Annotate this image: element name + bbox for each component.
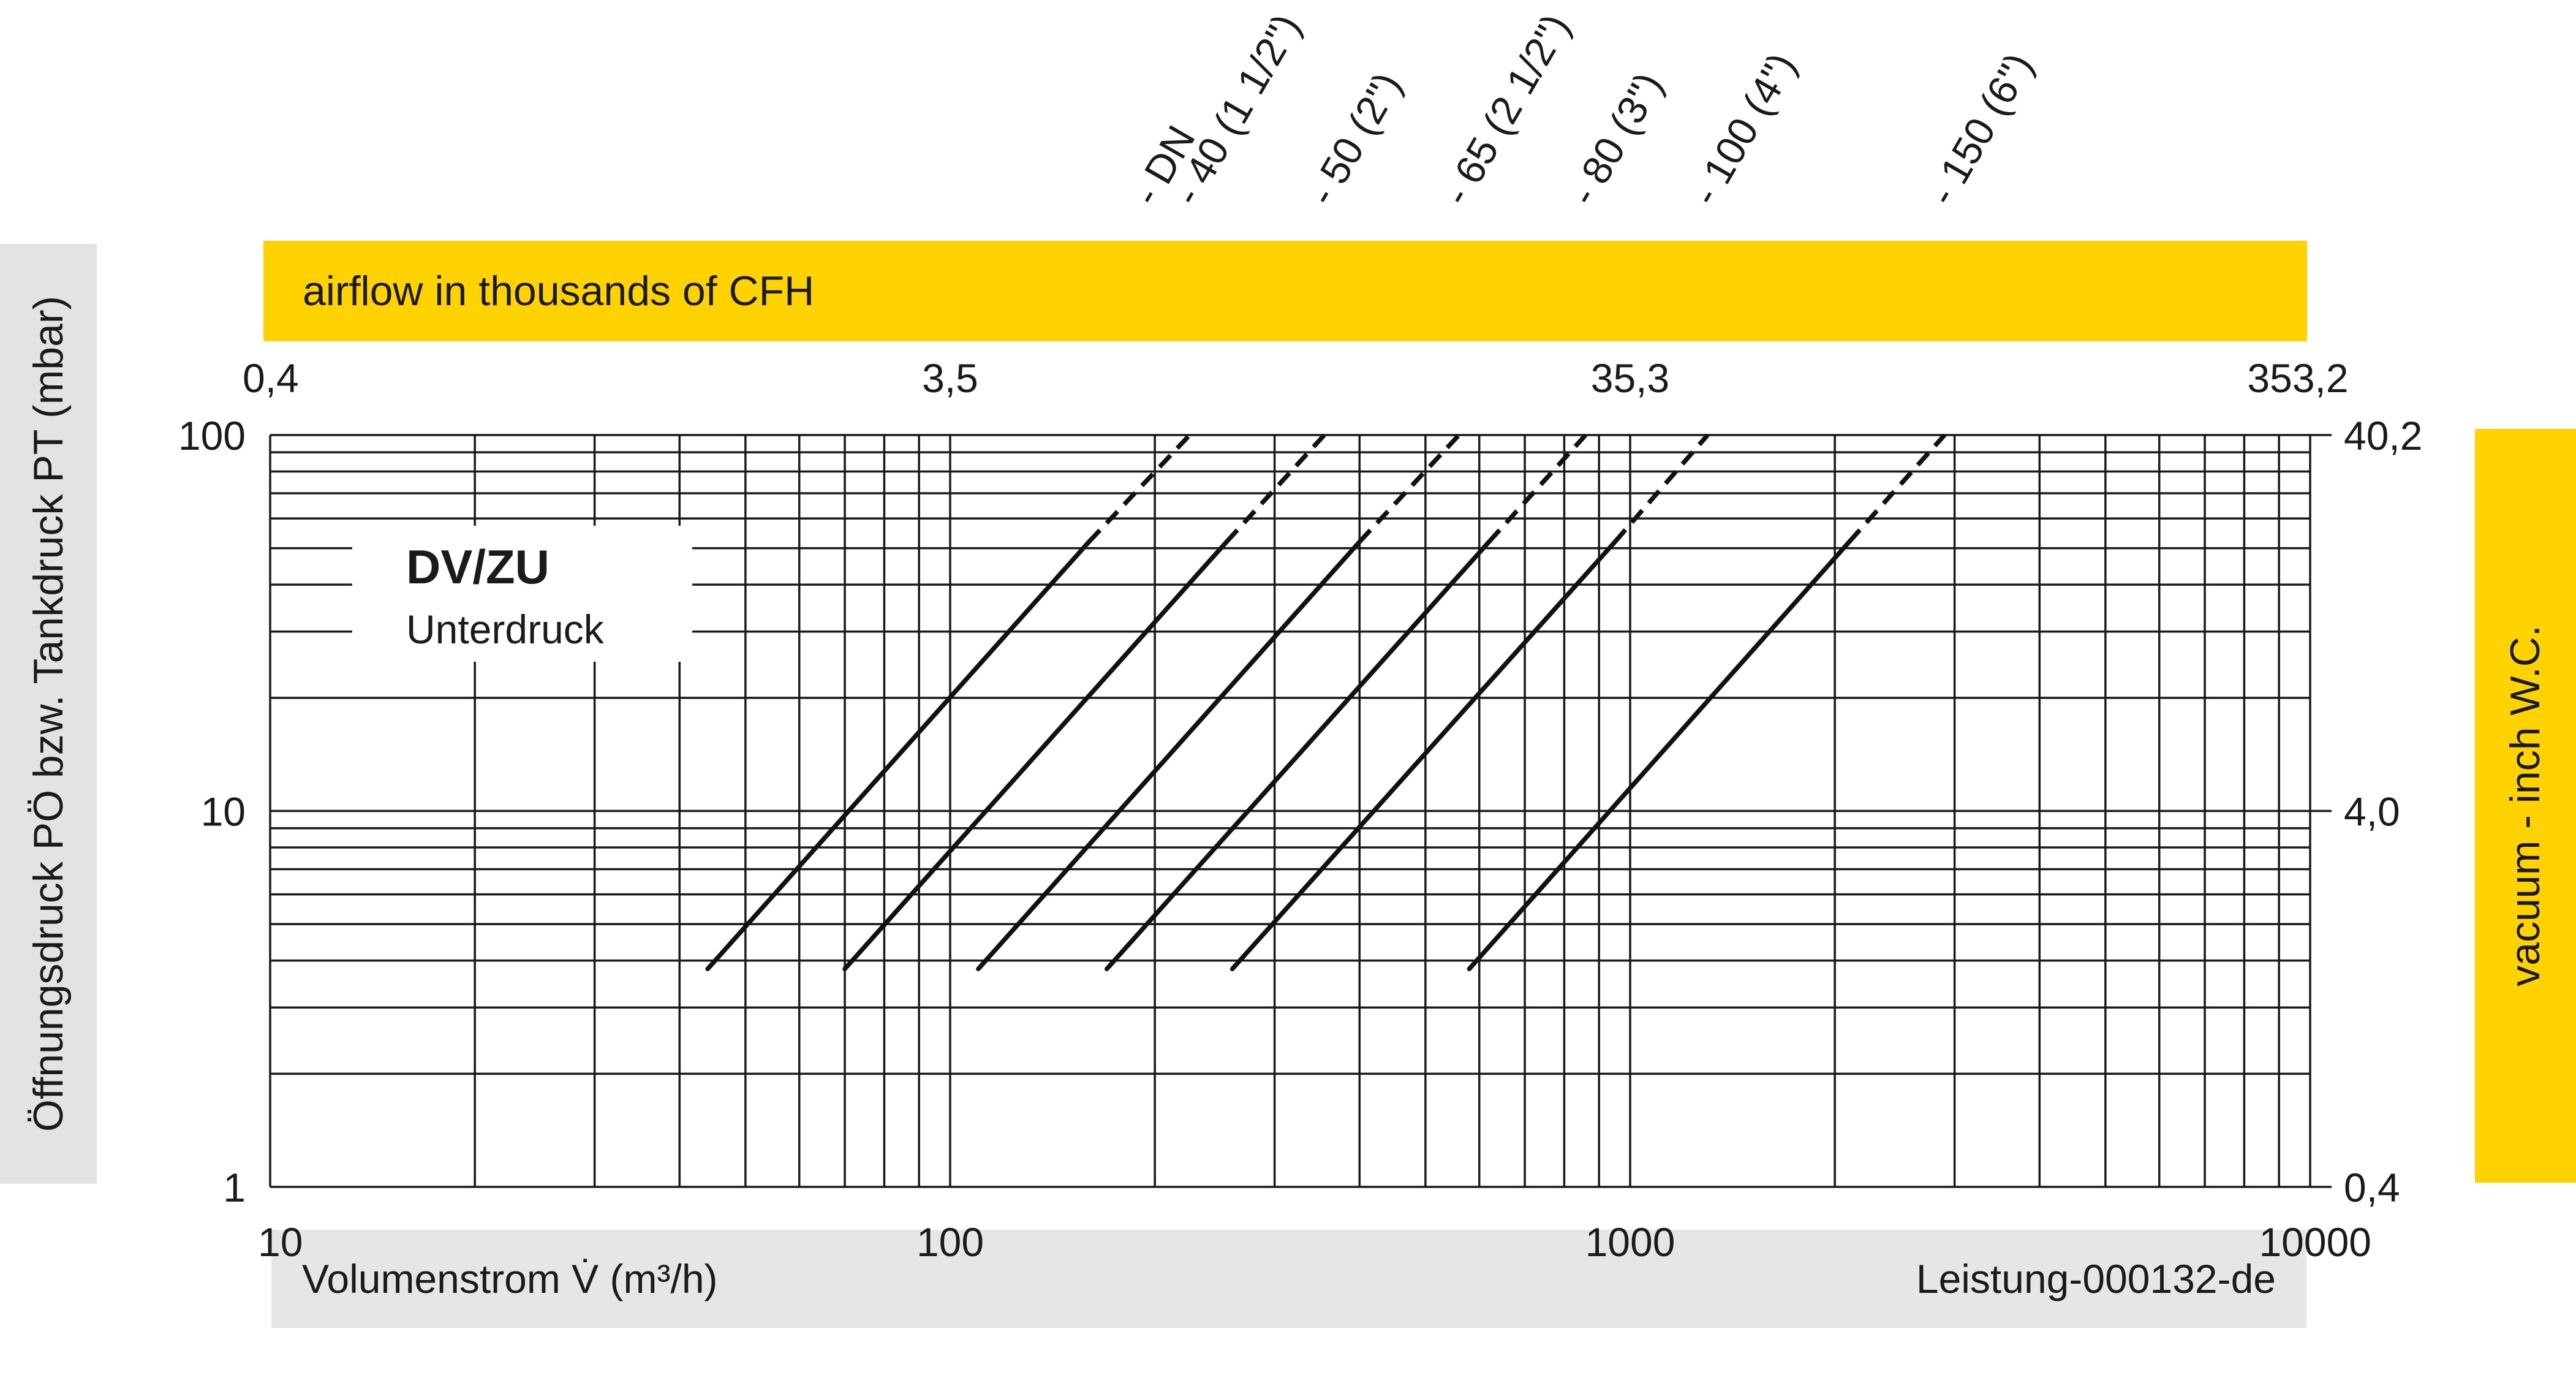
legend-box <box>352 526 692 662</box>
y-tick-label: 10 <box>201 789 246 835</box>
right-axis-band <box>2475 429 2576 1183</box>
top-axis-title: airflow in thousands of CFH <box>303 268 815 314</box>
series-dn-5 <box>1467 433 1947 972</box>
series-line-solid <box>705 539 1092 972</box>
series-line-dashed <box>1847 433 1947 544</box>
series-line-solid <box>1467 539 1852 972</box>
x-axis-title: Volumenstrom V̇ (m³/h) <box>302 1256 718 1301</box>
top-axis-tick-label: 353,2 <box>2247 355 2348 401</box>
series-line-dashed <box>1087 433 1192 544</box>
top-axis-tick-label: 0,4 <box>243 355 299 401</box>
y-tick-label: 100 <box>178 413 246 458</box>
series-label: - 150 (6") <box>1919 45 2042 213</box>
figure-id: Leistung-000132-de <box>1916 1256 2276 1301</box>
top-axis-tick-label: 3,5 <box>922 355 978 401</box>
series-line-dashed <box>1487 433 1588 544</box>
series-line-dashed <box>1358 433 1461 544</box>
series-line-dashed <box>1613 433 1710 544</box>
series-line-solid <box>1229 539 1618 972</box>
series-label: - 40 (1 1/2") <box>1164 6 1309 213</box>
x-tick-label: 100 <box>916 1219 984 1265</box>
series-dn-2 <box>976 433 1461 972</box>
series-dn-3 <box>1105 433 1588 972</box>
x-tick-label: 1000 <box>1585 1219 1675 1265</box>
series-dn-4 <box>1229 433 1710 972</box>
series-label: - 65 (2 1/2") <box>1433 6 1579 213</box>
series-label: - 50 (2") <box>1299 64 1410 213</box>
series-label: - 100 (4") <box>1682 45 1805 213</box>
series-dn-0 <box>705 433 1192 972</box>
bottom-axis-band: Volumenstrom V̇ (m³/h) Leistung-000132-d… <box>271 1230 2306 1328</box>
x-tick-label: 10000 <box>2259 1219 2371 1265</box>
y-tick-label: 1 <box>223 1165 246 1210</box>
right-axis-tick-label: 0,4 <box>2344 1165 2400 1210</box>
x-tick-label: 10 <box>258 1219 303 1265</box>
series-dn-1 <box>842 433 1326 972</box>
right-axis-tick-label: 4,0 <box>2344 789 2400 835</box>
series-label: - 80 (3") <box>1560 64 1671 213</box>
legend-subtitle: Unterdruck <box>406 607 605 652</box>
left-axis-band <box>0 244 97 1184</box>
series-line-solid <box>842 539 1229 972</box>
top-axis-band: airflow in thousands of CFH <box>263 241 2307 341</box>
series-line-solid <box>976 539 1362 972</box>
right-axis-tick-label: 40,2 <box>2344 413 2422 458</box>
series-line-solid <box>1105 539 1492 972</box>
top-axis-tick-label: 35,3 <box>1591 355 1669 401</box>
legend-title: DV/ZU <box>406 540 550 594</box>
